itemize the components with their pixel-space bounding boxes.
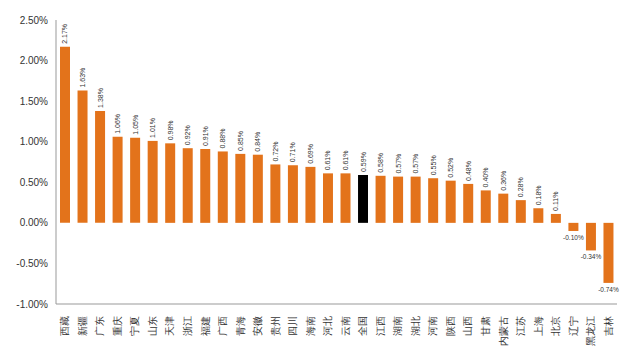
- svg-text:0.92%: 0.92%: [184, 125, 191, 145]
- svg-text:0.98%: 0.98%: [167, 120, 174, 140]
- svg-text:0.84%: 0.84%: [254, 132, 261, 152]
- svg-text:贵州: 贵州: [270, 316, 281, 336]
- svg-text:陕西: 陕西: [445, 316, 456, 336]
- svg-text:山东: 山东: [147, 316, 158, 336]
- svg-text:江西: 江西: [375, 316, 386, 336]
- svg-text:0.50%: 0.50%: [20, 177, 48, 188]
- svg-text:0.28%: 0.28%: [517, 177, 524, 197]
- svg-text:内蒙古: 内蒙古: [498, 316, 509, 346]
- svg-text:0.57%: 0.57%: [395, 154, 402, 174]
- svg-text:福建: 福建: [200, 316, 211, 336]
- svg-text:西藏: 西藏: [59, 316, 70, 336]
- svg-text:四川: 四川: [287, 316, 298, 336]
- svg-text:-0.74%: -0.74%: [598, 286, 619, 293]
- svg-text:2.50%: 2.50%: [20, 15, 48, 26]
- svg-text:0.71%: 0.71%: [289, 142, 296, 162]
- svg-text:上海: 上海: [533, 316, 544, 336]
- svg-text:海南: 海南: [305, 316, 316, 336]
- svg-text:-0.10%: -0.10%: [563, 234, 584, 241]
- svg-text:2.00%: 2.00%: [20, 55, 48, 66]
- svg-text:江苏: 江苏: [515, 316, 526, 336]
- svg-text:河北: 河北: [322, 316, 333, 336]
- svg-text:重庆: 重庆: [112, 316, 123, 336]
- svg-text:0.58%: 0.58%: [377, 153, 384, 173]
- svg-text:河南: 河南: [427, 316, 438, 336]
- svg-text:-1.00%: -1.00%: [16, 299, 48, 310]
- svg-text:0.59%: 0.59%: [360, 152, 367, 172]
- svg-text:北京: 北京: [550, 316, 561, 336]
- svg-text:1.06%: 1.06%: [114, 114, 121, 134]
- svg-text:1.38%: 1.38%: [97, 88, 104, 108]
- svg-text:天津: 天津: [164, 316, 175, 336]
- svg-text:新疆: 新疆: [77, 316, 88, 336]
- svg-text:0.72%: 0.72%: [272, 142, 279, 162]
- svg-text:湖南: 湖南: [392, 316, 403, 336]
- svg-text:0.91%: 0.91%: [202, 126, 209, 146]
- svg-text:青海: 青海: [235, 316, 246, 336]
- svg-text:安徽: 安徽: [252, 316, 263, 336]
- svg-text:-0.34%: -0.34%: [581, 253, 602, 260]
- svg-text:1.05%: 1.05%: [132, 115, 139, 135]
- svg-text:0.11%: 0.11%: [552, 192, 559, 211]
- svg-text:0.40%: 0.40%: [482, 168, 489, 188]
- svg-text:0.36%: 0.36%: [500, 171, 507, 191]
- svg-text:1.63%: 1.63%: [79, 68, 86, 88]
- svg-text:0.00%: 0.00%: [20, 217, 48, 228]
- svg-text:0.88%: 0.88%: [219, 129, 226, 149]
- svg-text:山西: 山西: [462, 316, 473, 336]
- svg-text:吉林: 吉林: [603, 316, 614, 336]
- svg-text:0.48%: 0.48%: [465, 161, 472, 181]
- svg-text:0.18%: 0.18%: [535, 185, 542, 205]
- svg-text:0.55%: 0.55%: [430, 155, 437, 175]
- svg-text:1.50%: 1.50%: [20, 96, 48, 107]
- svg-text:0.85%: 0.85%: [237, 131, 244, 151]
- svg-text:0.57%: 0.57%: [412, 154, 419, 174]
- svg-text:1.01%: 1.01%: [149, 118, 156, 138]
- svg-text:云南: 云南: [340, 316, 351, 336]
- svg-text:-0.50%: -0.50%: [16, 258, 48, 269]
- svg-text:全国: 全国: [357, 316, 368, 336]
- svg-text:广西: 广西: [217, 316, 228, 336]
- svg-text:0.69%: 0.69%: [307, 144, 314, 164]
- svg-text:黑龙江: 黑龙江: [585, 316, 596, 346]
- svg-text:1.00%: 1.00%: [20, 136, 48, 147]
- svg-text:0.61%: 0.61%: [342, 151, 349, 171]
- svg-text:广东: 广东: [94, 316, 105, 336]
- svg-text:湖北: 湖北: [410, 316, 421, 336]
- svg-text:甘肃: 甘肃: [480, 316, 491, 336]
- svg-text:宁夏: 宁夏: [129, 316, 140, 336]
- svg-text:辽宁: 辽宁: [568, 316, 579, 336]
- svg-text:0.52%: 0.52%: [447, 158, 454, 178]
- svg-text:2.17%: 2.17%: [62, 24, 69, 44]
- svg-text:浙江: 浙江: [182, 316, 193, 336]
- svg-text:0.61%: 0.61%: [324, 151, 331, 171]
